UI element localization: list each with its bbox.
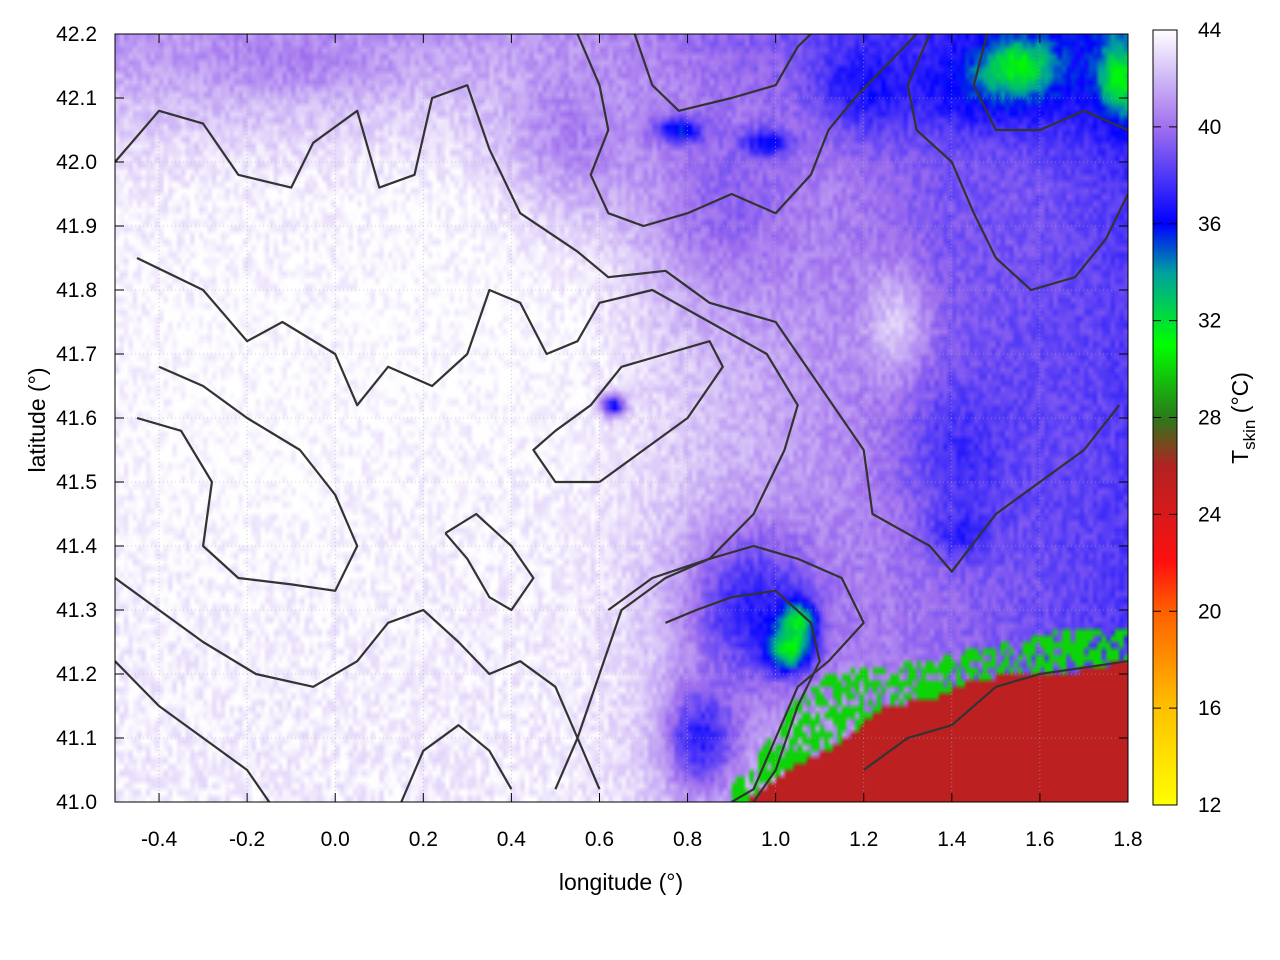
y-tick-label: 41.8 bbox=[56, 279, 97, 302]
contour-line bbox=[906, 34, 1128, 292]
colorbar-tick-label: 36 bbox=[1198, 213, 1221, 236]
contour-line bbox=[136, 257, 799, 790]
contour-line bbox=[444, 512, 535, 612]
y-tick-label: 41.1 bbox=[56, 727, 97, 750]
contour-line bbox=[863, 660, 1128, 771]
contour-line bbox=[665, 589, 821, 802]
contour-line bbox=[972, 34, 1128, 132]
x-axis-title: longitude (°) bbox=[559, 869, 683, 895]
colorbar-tick-label: 16 bbox=[1198, 697, 1221, 720]
x-tick-label: 0.6 bbox=[585, 828, 614, 851]
x-tick-label: 0.2 bbox=[409, 828, 438, 851]
colorbar-tick-label: 20 bbox=[1198, 600, 1221, 623]
plot-area bbox=[114, 33, 1129, 803]
contour-line bbox=[115, 577, 601, 790]
x-tick-label: 1.8 bbox=[1113, 828, 1142, 851]
x-tick-label: 1.2 bbox=[849, 828, 878, 851]
contour-lines bbox=[115, 34, 1128, 802]
y-axis-title: latitude (°) bbox=[24, 367, 50, 472]
colorbar-tick-label: 44 bbox=[1198, 19, 1222, 42]
colorbar-title-main: T bbox=[1227, 450, 1253, 464]
colorbar-title: Tskin (°C) bbox=[1227, 372, 1259, 464]
x-tick-label: 0.8 bbox=[673, 828, 702, 851]
x-tick-label: 1.6 bbox=[1025, 828, 1054, 851]
contour-line bbox=[607, 544, 865, 802]
contour-line bbox=[576, 34, 918, 228]
y-tick-label: 41.9 bbox=[56, 215, 97, 238]
contour-line bbox=[115, 84, 1121, 573]
x-tick-label: 0.0 bbox=[321, 828, 350, 851]
y-tick-label: 41.5 bbox=[56, 471, 97, 494]
colorbar-ticks: 12 16 20 24 28 32 36 40 44 bbox=[1153, 19, 1222, 817]
contour-line bbox=[115, 660, 271, 802]
colorbar-tick-label: 40 bbox=[1198, 116, 1221, 139]
y-tick-label: 41.3 bbox=[56, 599, 97, 622]
colorbar-tick-label: 12 bbox=[1198, 794, 1221, 817]
contour-line bbox=[633, 34, 812, 112]
contour-line bbox=[136, 365, 359, 592]
contour-line bbox=[532, 340, 724, 484]
x-tick-label: 0.4 bbox=[497, 828, 527, 851]
colorbar-tick-label: 32 bbox=[1198, 310, 1221, 333]
x-tick-label: 1.4 bbox=[937, 828, 967, 851]
y-tick-label: 42.2 bbox=[56, 23, 97, 46]
x-tick-label: -0.2 bbox=[229, 828, 265, 851]
y-tick-label: 41.2 bbox=[56, 663, 97, 686]
x-tick-label: 1.0 bbox=[761, 828, 790, 851]
y-tick-label: 41.0 bbox=[56, 791, 97, 814]
colorbar-tick-label: 28 bbox=[1198, 407, 1221, 430]
y-tick-label: 41.6 bbox=[56, 407, 97, 430]
y-tick-label: 42.0 bbox=[56, 151, 97, 174]
colorbar-title-unit: (°C) bbox=[1227, 372, 1253, 420]
grid-lines bbox=[115, 34, 1128, 802]
y-tick-label: 42.1 bbox=[56, 87, 97, 110]
x-axis: -0.4 -0.2 0.0 0.2 0.4 0.6 0.8 1.0 1.2 1.4 1.6 1.8 bbox=[141, 34, 1143, 851]
colorbar-title-sub: skin bbox=[1240, 420, 1259, 450]
colorbar: 12 16 20 24 28 32 36 40 44 Tskin (°C) bbox=[1152, 19, 1259, 817]
y-tick-label: 41.4 bbox=[56, 535, 97, 558]
y-tick-label: 41.7 bbox=[56, 343, 97, 366]
colorbar-tick-label: 24 bbox=[1198, 503, 1222, 526]
y-axis: 41.0 41.1 41.2 41.3 41.4 41.5 41.6 41.7 41.8 41.9… bbox=[56, 23, 1128, 814]
x-tick-label: -0.4 bbox=[141, 828, 178, 851]
contour-line bbox=[400, 724, 513, 802]
temperature-field bbox=[115, 34, 1128, 802]
